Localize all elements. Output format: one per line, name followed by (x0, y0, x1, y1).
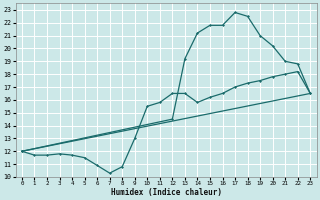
X-axis label: Humidex (Indice chaleur): Humidex (Indice chaleur) (111, 188, 221, 197)
